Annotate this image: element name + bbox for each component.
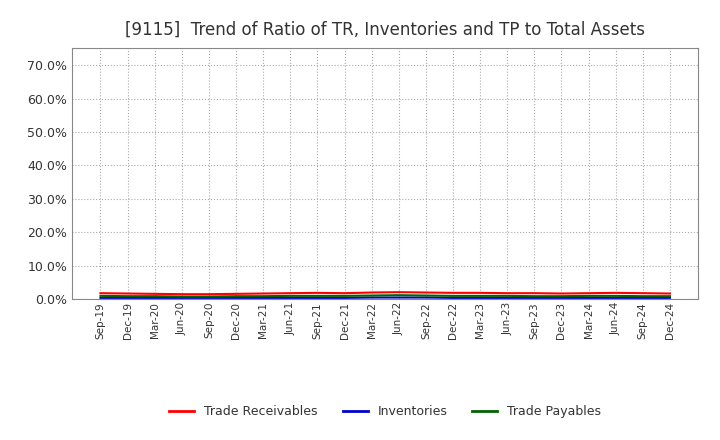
Inventories	[395, 295, 403, 300]
Inventories	[178, 295, 186, 301]
Inventories	[503, 295, 511, 301]
Trade Receivables	[476, 290, 485, 296]
Trade Receivables	[232, 291, 240, 297]
Trade Payables	[611, 293, 620, 298]
Trade Receivables	[639, 290, 647, 296]
Trade Receivables	[421, 290, 430, 295]
Trade Payables	[503, 293, 511, 298]
Trade Payables	[530, 293, 539, 299]
Trade Payables	[367, 293, 376, 298]
Trade Payables	[341, 293, 349, 298]
Trade Receivables	[178, 292, 186, 297]
Trade Receivables	[150, 291, 159, 297]
Trade Payables	[639, 293, 647, 299]
Trade Payables	[449, 293, 457, 298]
Trade Receivables	[367, 290, 376, 295]
Trade Payables	[584, 293, 593, 298]
Trade Payables	[557, 293, 566, 299]
Inventories	[557, 295, 566, 301]
Trade Payables	[178, 294, 186, 299]
Trade Receivables	[313, 290, 322, 296]
Trade Payables	[313, 293, 322, 298]
Trade Receivables	[449, 290, 457, 296]
Trade Payables	[286, 293, 294, 298]
Trade Receivables	[341, 290, 349, 296]
Inventories	[341, 295, 349, 301]
Inventories	[123, 295, 132, 301]
Trade Payables	[96, 293, 105, 298]
Trade Payables	[421, 293, 430, 298]
Trade Receivables	[503, 290, 511, 296]
Trade Receivables	[665, 291, 674, 296]
Trade Payables	[123, 293, 132, 299]
Inventories	[449, 295, 457, 301]
Inventories	[96, 295, 105, 301]
Trade Receivables	[259, 291, 268, 296]
Trade Payables	[204, 294, 213, 299]
Inventories	[584, 295, 593, 301]
Inventories	[286, 295, 294, 301]
Trade Receivables	[530, 290, 539, 296]
Trade Receivables	[96, 290, 105, 296]
Trade Payables	[395, 293, 403, 298]
Trade Receivables	[584, 290, 593, 296]
Inventories	[665, 295, 674, 301]
Inventories	[611, 295, 620, 301]
Trade Receivables	[395, 290, 403, 295]
Inventories	[259, 295, 268, 301]
Legend: Trade Receivables, Inventories, Trade Payables: Trade Receivables, Inventories, Trade Pa…	[164, 400, 606, 423]
Trade Payables	[476, 293, 485, 298]
Inventories	[232, 295, 240, 301]
Inventories	[313, 295, 322, 301]
Trade Receivables	[204, 292, 213, 297]
Line: Trade Receivables: Trade Receivables	[101, 292, 670, 294]
Inventories	[476, 295, 485, 301]
Trade Receivables	[557, 291, 566, 296]
Trade Payables	[150, 293, 159, 299]
Trade Receivables	[123, 291, 132, 296]
Trade Payables	[259, 293, 268, 299]
Inventories	[530, 295, 539, 301]
Inventories	[367, 295, 376, 300]
Trade Payables	[232, 293, 240, 299]
Inventories	[421, 295, 430, 300]
Trade Receivables	[286, 290, 294, 296]
Line: Trade Payables: Trade Payables	[101, 295, 670, 297]
Trade Receivables	[611, 290, 620, 296]
Inventories	[204, 295, 213, 301]
Trade Payables	[665, 293, 674, 299]
Inventories	[639, 295, 647, 301]
Title: [9115]  Trend of Ratio of TR, Inventories and TP to Total Assets: [9115] Trend of Ratio of TR, Inventories…	[125, 21, 645, 39]
Inventories	[150, 295, 159, 301]
